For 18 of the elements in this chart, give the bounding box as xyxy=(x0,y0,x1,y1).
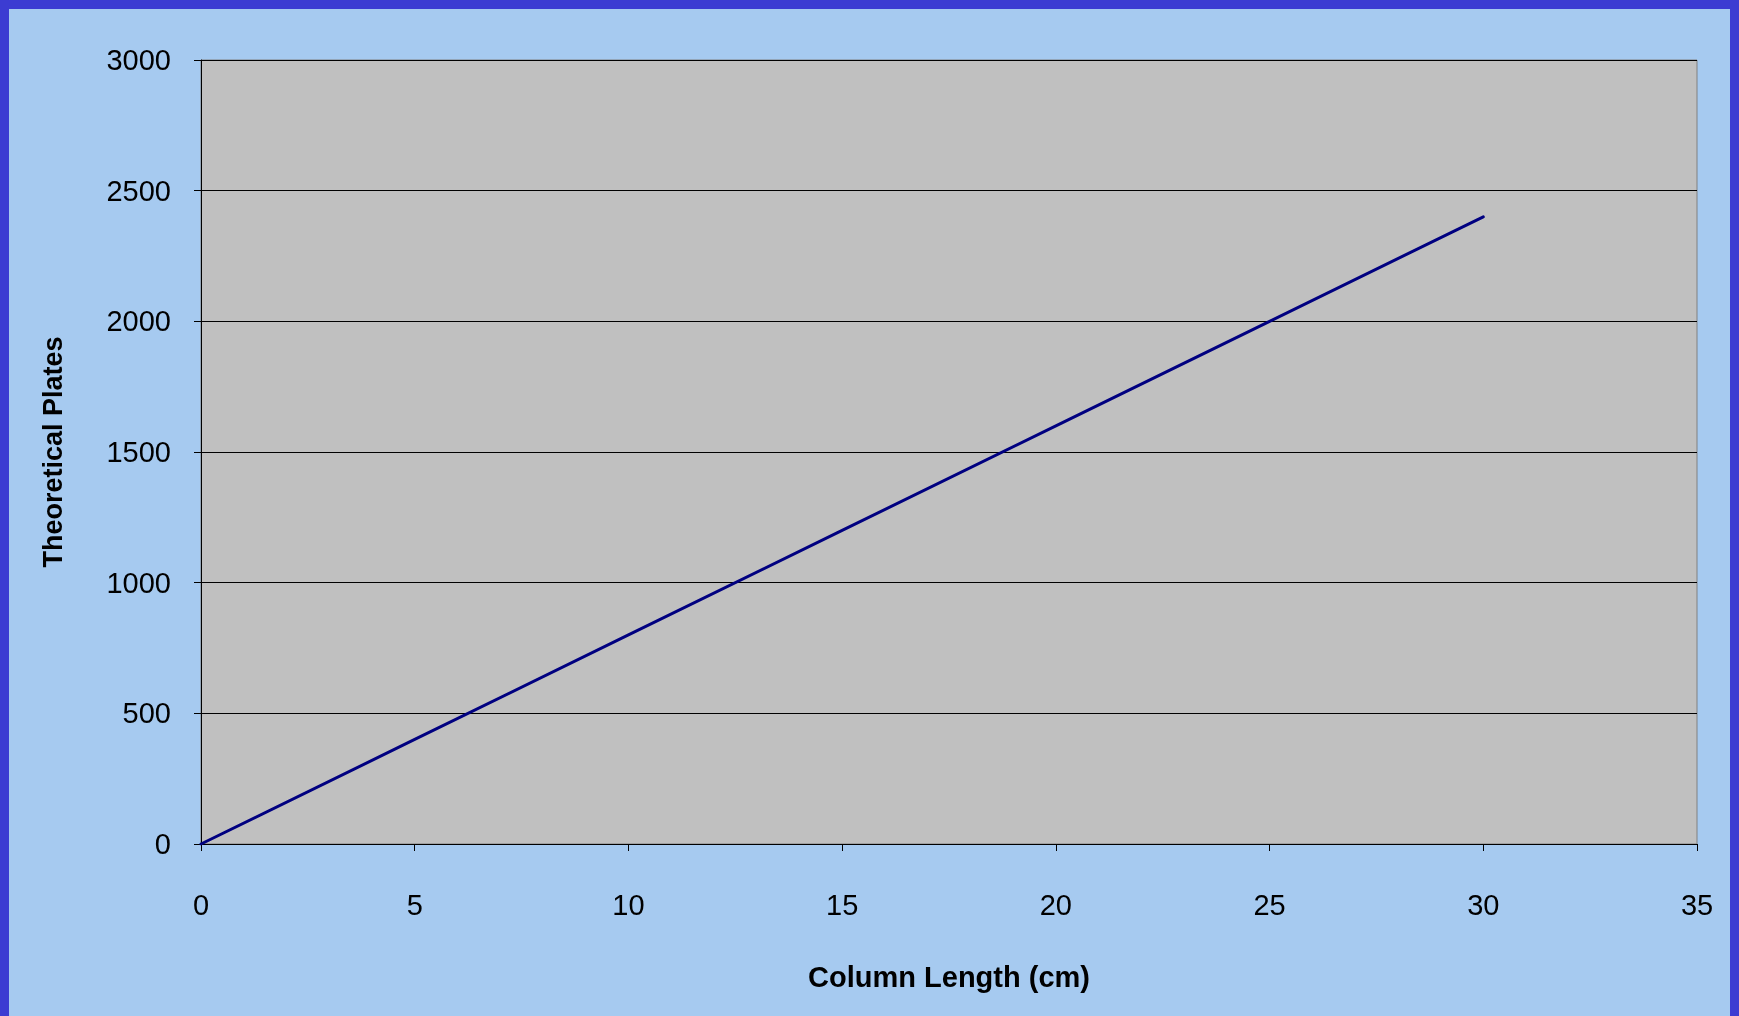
y-tick-label: 2000 xyxy=(106,305,171,338)
y-tick-label: 1000 xyxy=(106,566,171,599)
x-tick-label: 20 xyxy=(1039,888,1072,921)
y-tick-label: 3000 xyxy=(106,44,171,76)
x-tick-label: 35 xyxy=(1680,888,1714,921)
y-tick-label: 1500 xyxy=(106,436,171,468)
x-tick-label: 25 xyxy=(1253,888,1286,921)
y-tick-label: 2500 xyxy=(106,174,171,207)
x-axis-title: Column Length (cm) xyxy=(808,960,1090,993)
y-tick-label: 0 xyxy=(154,828,171,860)
x-tick-label: 10 xyxy=(612,888,645,921)
y-axis-title: Theoretical Plates xyxy=(37,336,68,568)
x-tick-label: 15 xyxy=(826,888,859,921)
x-tick-label: 5 xyxy=(406,888,423,921)
line-series xyxy=(199,215,1485,846)
x-tick-label: 0 xyxy=(192,888,210,921)
y-tick-label: 500 xyxy=(122,697,171,730)
x-tick-label: 30 xyxy=(1467,888,1500,921)
